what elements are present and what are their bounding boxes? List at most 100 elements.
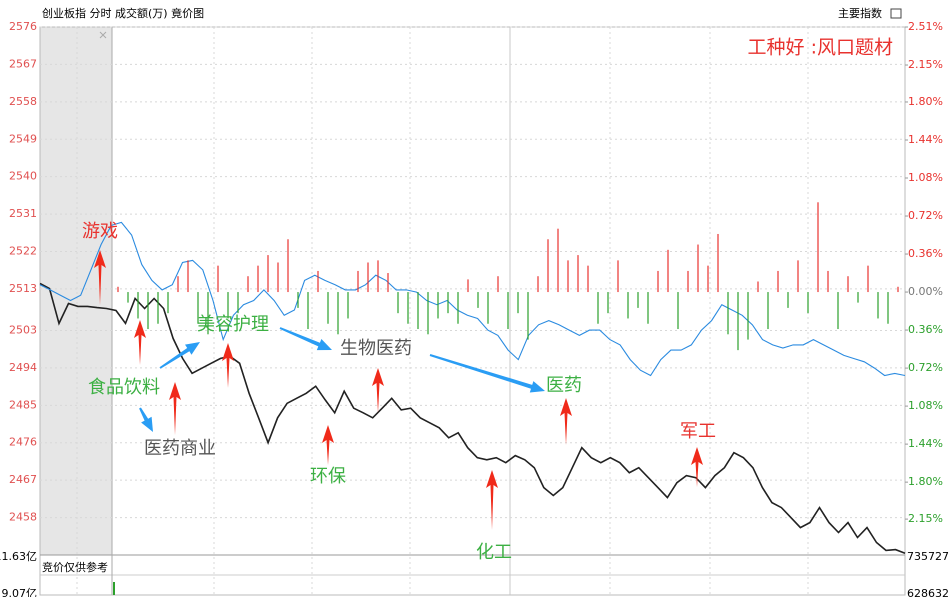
plot-frame <box>39 26 906 596</box>
breadth-bar <box>357 270 359 293</box>
annotation-label: 美容护理 <box>197 314 269 335</box>
breadth-bar <box>137 292 139 319</box>
breadth-bar <box>247 276 249 293</box>
breadth-bar <box>717 233 719 293</box>
breadth-bar <box>647 292 649 324</box>
red-arrow <box>94 250 106 305</box>
breadth-bar <box>697 244 699 293</box>
breadth-bar <box>387 273 389 293</box>
breadth-bar <box>497 276 499 293</box>
y2-tick-label: 0.36% <box>908 247 943 260</box>
volume-note: 竞价仅供参考 <box>42 560 108 574</box>
breadth-bar <box>467 279 469 293</box>
blue-arrow <box>429 354 545 393</box>
breadth-bar <box>377 260 379 293</box>
annotation-label: 游戏 <box>82 221 118 242</box>
breadth-bar <box>627 292 629 319</box>
breadth-bar <box>237 292 239 314</box>
blue-arrow <box>159 342 200 369</box>
breadth-bar <box>227 292 229 319</box>
breadth-bar <box>737 292 739 351</box>
breadth-bar <box>677 292 679 330</box>
y2-tick-label: 2.51% <box>908 20 943 33</box>
red-arrow <box>691 447 703 487</box>
annotation-label: 军工 <box>680 421 716 442</box>
index-button[interactable]: 主要指数 <box>838 6 882 20</box>
breadth-bar <box>477 292 479 308</box>
red-arrow <box>222 343 234 388</box>
breadth-bar <box>427 292 429 335</box>
breadth-bar <box>267 255 269 293</box>
breadth-bar <box>207 292 209 335</box>
y2-tick-label: 1.44% <box>908 133 943 146</box>
close-icon[interactable] <box>99 31 107 39</box>
breadth-bar <box>797 260 799 293</box>
y-tick-label: 2485 <box>9 398 37 411</box>
breadth-bar <box>747 292 749 340</box>
breadth-bar <box>117 286 119 293</box>
y2-tick-label: 0.36% <box>908 323 943 336</box>
y2-tick-label: 0.72% <box>908 361 943 374</box>
red-arrow <box>486 470 498 530</box>
y-tick-label: 2540 <box>9 170 37 183</box>
breadth-bar <box>687 270 689 293</box>
y2-tick-label: 2.15% <box>908 58 943 71</box>
breadth-bar <box>407 292 409 324</box>
breadth-bar <box>537 276 539 293</box>
y2-tick-label: 1.44% <box>908 437 943 450</box>
breadth-bar <box>707 265 709 293</box>
breadth-bar <box>597 292 599 324</box>
y-tick-label: 2567 <box>9 57 37 70</box>
chart-title: 工种好 :风口题材 <box>748 37 893 59</box>
breadth-bar <box>527 292 529 340</box>
breadth-bar <box>447 292 449 314</box>
breadth-bar <box>217 265 219 293</box>
breadth-bar <box>877 292 879 319</box>
y2-tick-label: 1.08% <box>908 399 943 412</box>
volume-left-label: 9.07亿 <box>2 587 38 597</box>
breadth-bar <box>197 292 199 324</box>
breadth-bar <box>897 286 899 293</box>
y2-tick-label: 0.72% <box>908 209 943 222</box>
breadth-bar <box>727 292 729 335</box>
volume-right-label: 628632 <box>907 587 949 597</box>
volume-right-label: 735727 <box>907 550 949 563</box>
breadth-bar <box>417 292 419 330</box>
breadth-bar <box>787 292 789 308</box>
breadth-bar <box>887 292 889 324</box>
annotation-label: 化工 <box>476 542 512 563</box>
breadth-bar <box>127 292 129 303</box>
breadth-bar <box>657 270 659 293</box>
y-tick-label: 2467 <box>9 473 37 486</box>
breadth-bar <box>327 292 329 324</box>
y-tick-label: 2513 <box>9 282 37 295</box>
breadth-bar <box>637 292 639 308</box>
breadth-bar <box>177 276 179 293</box>
breadth-bar <box>167 292 169 314</box>
breadth-bar <box>767 292 769 330</box>
y-tick-label: 2503 <box>9 323 37 336</box>
y-tick-label: 2494 <box>9 361 37 374</box>
annotation-label: 医药 <box>546 375 582 396</box>
breadth-bar <box>337 292 339 335</box>
y-tick-label: 2549 <box>9 132 37 145</box>
annotation-label: 食品饮料 <box>88 377 160 398</box>
breadth-bar <box>437 292 439 319</box>
breadth-bar <box>487 292 489 324</box>
breadth-bar <box>807 292 809 314</box>
breadth-bar <box>457 292 459 324</box>
breadth-bar <box>847 276 849 293</box>
breadth-bar <box>287 239 289 293</box>
blue-arrow <box>139 407 153 432</box>
breadth-bar <box>817 202 819 293</box>
annotation-label: 生物医药 <box>340 338 412 359</box>
breadth-bar <box>617 260 619 293</box>
annotation-label: 环保 <box>310 466 346 487</box>
price-line <box>39 282 906 555</box>
breadth-bar <box>297 292 299 308</box>
index-icon[interactable] <box>890 8 902 19</box>
annotation-label: 医药商业 <box>144 438 216 459</box>
breadth-bar <box>857 292 859 303</box>
y-tick-label: 2531 <box>9 207 37 220</box>
breadth-bar <box>347 292 349 319</box>
